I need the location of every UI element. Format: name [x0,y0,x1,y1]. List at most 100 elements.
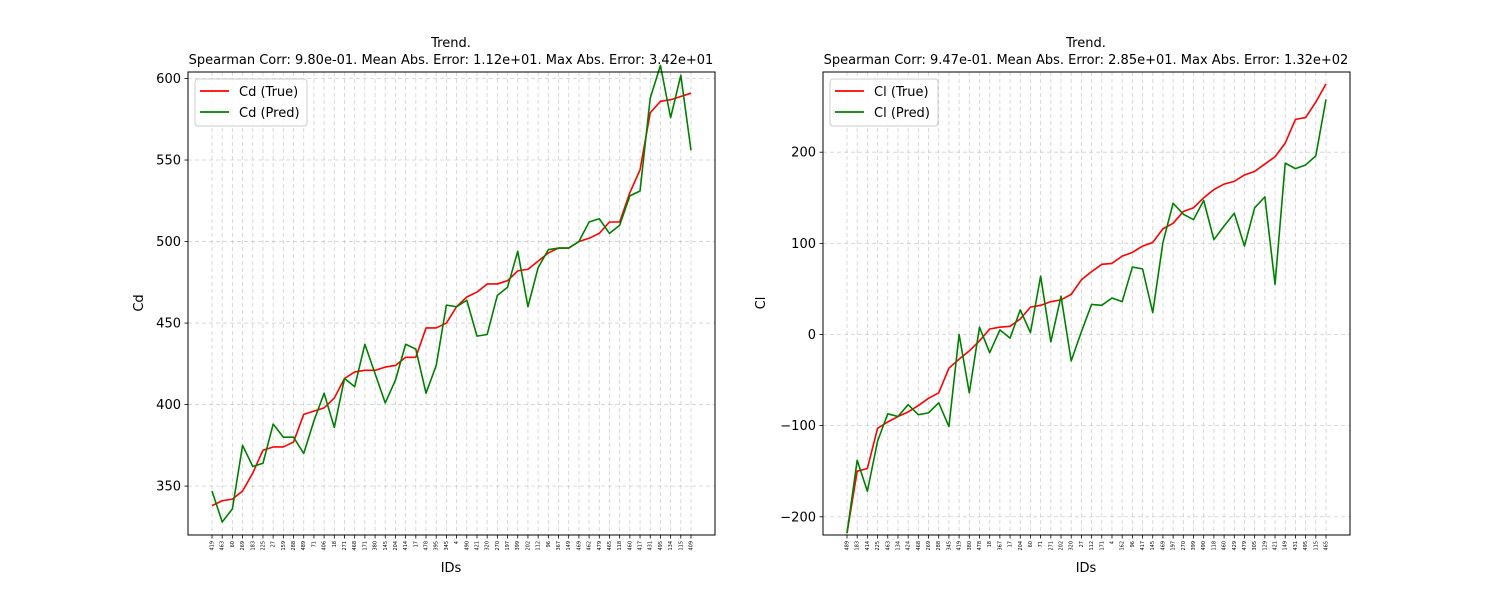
y-tick-label: 600 [156,72,181,87]
x-tick-label: 469 [1160,541,1166,551]
x-tick-label: 479 [597,541,603,551]
x-tick-label: 27 [271,541,277,547]
x-tick-label: 463 [220,541,226,551]
cd-trend-chart: Trend. Spearman Corr: 9.80e-01. Mean Abs… [132,36,716,576]
x-tick-label: 320 [485,541,491,551]
x-tick-label: 431 [648,541,654,551]
x-tick-label: 305 [1252,541,1258,551]
x-tick-label: 421 [1273,541,1279,551]
x-tick-label: 197 [1171,541,1177,551]
legend-label-true: Cd (True) [239,85,298,100]
y-axis-ticks: −200 −100 0 100 200 [780,146,823,525]
x-tick-label: 18 [987,541,993,547]
x-tick-label: 183 [855,541,861,551]
y-axis-label: Cd [132,294,147,311]
x-tick-label: 134 [668,541,674,551]
x-tick-label: 27 [1079,541,1085,547]
x-tick-label: 96 [546,541,552,547]
chart-subtitle: Spearman Corr: 9.80e-01. Mean Abs. Error… [189,53,714,68]
chart-title: Trend. [430,36,471,51]
x-tick-label: 478 [977,541,983,551]
x-tick-label: 270 [1181,541,1187,551]
x-tick-label: 96 [1130,541,1136,547]
x-tick-label: 463 [885,541,891,551]
x-tick-label: 60 [230,541,236,547]
x-tick-label: 162 [1120,541,1126,551]
legend-label-true: Cl (True) [874,85,929,100]
x-tick-label: 288 [936,541,942,551]
x-tick-label: 490 [464,541,470,551]
x-tick-label: 4 [1109,541,1115,544]
x-tick-label: 159 [281,541,287,551]
x-tick-label: 204 [1018,541,1024,551]
x-tick-label: 202 [525,541,531,551]
x-tick-label: 460 [627,541,633,551]
x-tick-label: 112 [1089,541,1095,551]
x-tick-label: 409 [689,541,695,551]
x-tick-label: 225 [260,541,266,551]
x-tick-label: 269 [926,541,932,551]
plot-frame [822,71,1351,536]
x-tick-label: 429 [1232,541,1238,551]
legend-label-pred: Cd (Pred) [239,106,300,121]
x-axis-ticks: 489 183 414 225 463 134 424 468 269 288 345 419 380 4… [845,535,1330,551]
y-tick-label: 400 [156,398,181,413]
x-tick-label: 395 [434,541,440,551]
x-tick-label: 271 [1048,541,1054,551]
x-tick-label: 367 [556,541,562,551]
x-tick-label: 495 [658,541,664,551]
pred-series-line [846,99,1327,534]
x-tick-label: 145 [383,541,389,551]
x-tick-label: 197 [505,541,511,551]
x-tick-label: 288 [291,541,297,551]
x-tick-label: 204 [393,541,399,551]
x-tick-label: 495 [1303,541,1309,551]
x-tick-label: 171 [1099,541,1105,551]
x-tick-label: 17 [1008,541,1014,547]
x-tick-label: 202 [1059,541,1065,551]
y-tick-label: 0 [808,328,816,343]
plot-frame [187,71,716,536]
x-tick-label: 417 [1140,541,1146,551]
y-tick-label: 450 [156,317,181,332]
x-tick-label: 18 [332,541,338,547]
x-tick-label: 399 [1191,541,1197,551]
x-tick-label: 171 [362,541,368,551]
grid-lines [823,72,1350,535]
y-tick-label: 100 [791,237,816,252]
pred-series-line [211,64,692,523]
x-tick-label: 489 [301,541,307,551]
y-tick-label: 500 [156,235,181,250]
x-tick-label: 112 [536,541,542,551]
series-lines [211,64,692,523]
y-tick-label: 200 [791,146,816,161]
x-tick-label: 271 [342,541,348,551]
x-tick-label: 17 [413,541,419,547]
x-tick-label: 380 [967,541,973,551]
x-tick-label: 71 [1038,541,1044,547]
x-tick-label: 118 [1211,541,1217,551]
chart-subtitle: Spearman Corr: 9.47e-01. Mean Abs. Error… [824,53,1349,68]
true-series-line [846,83,1327,534]
x-tick-label: 460 [1222,541,1228,551]
x-tick-label: 419 [957,541,963,551]
x-tick-label: 489 [845,541,851,551]
x-tick-label: 320 [1069,541,1075,551]
y-tick-label: −200 [780,510,816,525]
y-axis-ticks: 350 400 450 500 550 600 [156,72,188,495]
legend-label-pred: Cl (Pred) [874,106,930,121]
x-tick-label: 129 [1262,541,1268,551]
x-tick-label: 414 [403,541,409,551]
series-lines [846,83,1327,534]
y-axis-label: Cl [754,297,769,310]
x-tick-label: 414 [865,541,871,551]
x-tick-label: 465 [1324,541,1330,551]
x-tick-label: 399 [515,541,521,551]
x-tick-label: 380 [373,541,379,551]
x-tick-label: 424 [906,541,912,551]
x-tick-label: 118 [617,541,623,551]
x-tick-label: 421 [474,541,480,551]
legend: Cd (True) Cd (Pred) [194,78,308,127]
x-tick-label: 225 [875,541,881,551]
x-tick-label: 115 [678,541,684,551]
